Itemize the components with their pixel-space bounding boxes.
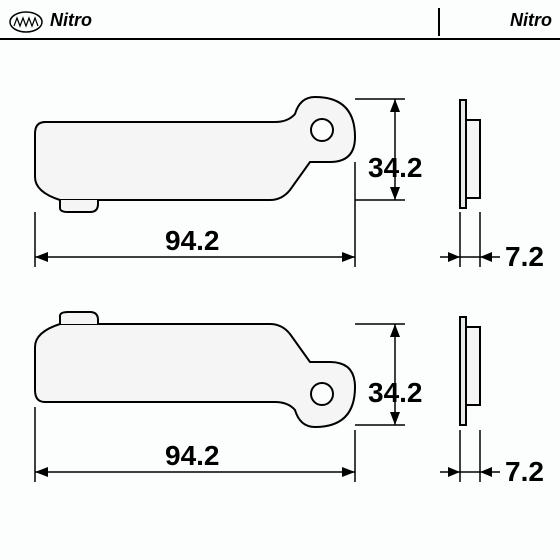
- dim-bottom-width-label: 94.2: [165, 440, 220, 471]
- dim-top-height-label: 34.2: [368, 152, 423, 183]
- top-pad-face: [35, 97, 355, 212]
- dim-bottom-thickness-label: 7.2: [505, 456, 544, 487]
- brand-name-right: Nitro: [510, 10, 552, 31]
- dim-bottom-height: 34.2: [355, 324, 423, 425]
- technical-drawing: 34.2 94.2 7.2 34.2: [0, 42, 560, 560]
- dim-top-thickness: 7.2: [440, 212, 544, 272]
- dim-top-width-label: 94.2: [165, 225, 220, 256]
- dim-bottom-height-label: 34.2: [368, 377, 423, 408]
- bottom-pad-profile: [460, 317, 480, 425]
- dim-bottom-thickness: 7.2: [440, 430, 544, 487]
- top-pad-profile: [460, 100, 480, 208]
- header-separator: [438, 8, 440, 36]
- dim-top-height: 34.2: [355, 99, 423, 200]
- header-bar: Nitro Nitro: [0, 8, 560, 40]
- dim-top-thickness-label: 7.2: [505, 241, 544, 272]
- bottom-pad-face: [35, 312, 355, 427]
- brand-name-left: Nitro: [50, 10, 92, 31]
- brand-logo: [8, 10, 44, 34]
